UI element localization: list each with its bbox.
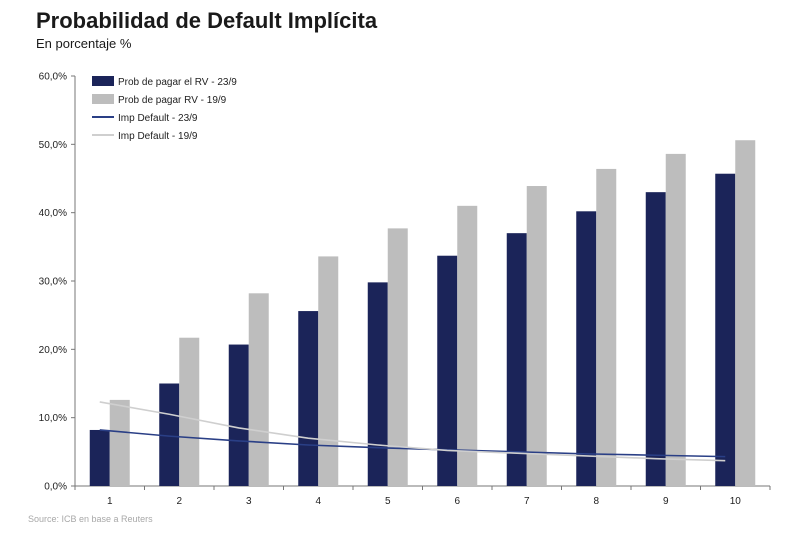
bar-prob-pagar-19-9 [526,186,547,486]
x-tick-label: 9 [663,496,669,507]
bar-prob-pagar-19-9 [179,337,200,486]
x-tick-label: 10 [730,496,742,507]
chart-subtitle: En porcentaje % [36,36,132,51]
bar-prob-pagar-19-9 [248,293,269,486]
x-tick-label: 8 [593,496,599,507]
chart-title: Probabilidad de Default Implícita [36,8,378,33]
line-imp-default-23-9 [99,429,726,458]
x-tick-label: 6 [454,496,460,507]
y-tick-label: 0,0% [44,482,67,493]
bar-prob-pagar-23-9 [645,192,666,486]
bar-prob-pagar-23-9 [159,383,180,486]
legend-label: Imp Default - 19/9 [118,131,198,142]
source-note: Source: ICB en base a Reuters [28,514,153,524]
y-tick-label: 10,0% [39,413,67,424]
x-tick-label: 7 [524,496,530,507]
bar-prob-pagar-19-9 [596,168,617,486]
x-tick-label: 4 [315,496,321,507]
bar-prob-pagar-23-9 [367,282,388,486]
bar-prob-pagar-23-9 [506,233,527,486]
bar-prob-pagar-23-9 [228,344,249,486]
x-tick-label: 5 [385,496,391,507]
legend-swatch [92,94,114,104]
bar-prob-pagar-19-9 [457,205,478,487]
bar-prob-pagar-19-9 [735,140,756,486]
y-tick-label: 60,0% [39,72,67,83]
x-tick-label: 1 [107,496,113,507]
line-imp-default-19-9 [99,401,726,462]
x-tick-label: 2 [176,496,182,507]
bar-prob-pagar-19-9 [665,153,686,486]
bar-prob-pagar-19-9 [387,228,408,486]
y-tick-label: 30,0% [39,277,67,288]
legend-swatch [92,76,114,86]
bar-prob-pagar-19-9 [109,399,130,486]
y-tick-label: 40,0% [39,208,67,219]
y-tick-label: 20,0% [39,345,67,356]
bar-prob-pagar-23-9 [298,311,319,486]
legend-label: Prob de pagar RV - 19/9 [118,95,227,106]
bar-prob-pagar-23-9 [437,255,458,486]
legend-label: Prob de pagar el RV - 23/9 [118,77,237,88]
bar-prob-pagar-23-9 [715,173,736,486]
bar-prob-pagar-23-9 [89,429,110,486]
bar-prob-pagar-23-9 [576,211,597,487]
bar-prob-pagar-19-9 [318,256,339,486]
y-tick-label: 50,0% [39,140,67,151]
x-tick-label: 3 [246,496,252,507]
legend-label: Imp Default - 23/9 [118,113,198,124]
